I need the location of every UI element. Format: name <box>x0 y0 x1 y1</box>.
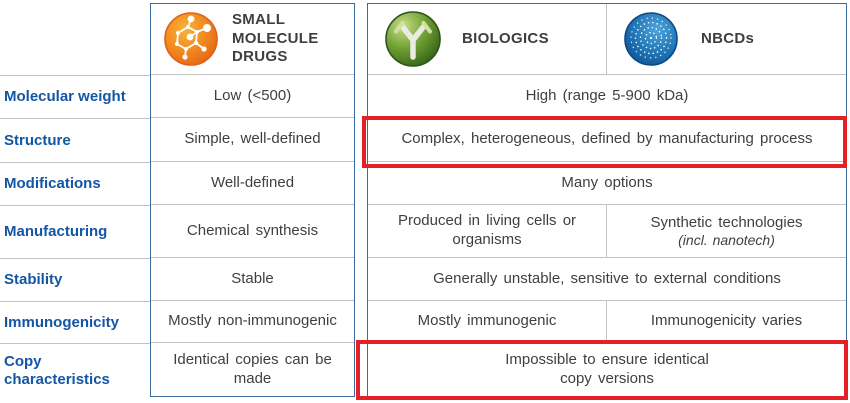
row-manufacturing-split: Produced in living cells or organisms Sy… <box>368 204 846 257</box>
row-label-immunogenicity: Immunogenicity <box>0 301 150 343</box>
row-label-modifications: Modifications <box>0 162 150 205</box>
cell-stability-small: Stable <box>151 257 354 300</box>
cell-modifications-small: Well-defined <box>151 161 354 204</box>
cell-modifications-span: Many options <box>368 161 846 204</box>
row-label-text: Copy characteristics <box>4 352 110 388</box>
antibody-icon <box>385 11 441 67</box>
highlight-box-structure <box>362 116 847 168</box>
cell-manufacturing-small: Chemical synthesis <box>151 204 354 257</box>
cell-text: Simple, well-defined <box>184 130 321 148</box>
cell-molecular-weight-span: High (range 5-900 kDa) <box>368 74 846 117</box>
cell-text: Complex, heterogeneous, defined by manuf… <box>401 130 813 148</box>
biologics-nbcds-column: BIOLOGICS <box>367 3 847 397</box>
small-molecule-header: SMALL MOLECULE DRUGS <box>151 4 354 74</box>
highlight-box-copy-characteristics <box>356 340 848 400</box>
cell-text: Immunogenicity varies <box>650 312 803 330</box>
row-immunogenicity-split: Mostly immunogenic Immunogenicity varies <box>368 300 846 342</box>
row-label-text: Immunogenicity <box>4 313 120 331</box>
cell-copy-characteristics-small: Identical copies can be made <box>151 342 354 396</box>
cell-structure-small: Simple, well-defined <box>151 117 354 161</box>
nbcds-title: NBCDs <box>701 29 755 47</box>
cell-text: Chemical synthesis <box>186 221 319 239</box>
cell-manufacturing-biologics: Produced in living cells or organisms <box>368 205 607 257</box>
row-label-column: Molecular weight Structure Modifications… <box>0 3 150 397</box>
row-label-manufacturing: Manufacturing <box>0 205 150 258</box>
cell-text: Low (<500) <box>213 86 292 104</box>
biologics-title: BIOLOGICS <box>462 29 549 47</box>
row-label-text: Stability <box>4 271 63 288</box>
small-molecule-title: SMALL MOLECULE DRUGS <box>232 10 319 66</box>
cell-text: Many options <box>561 173 653 191</box>
cell-text: Mostly non-immunogenic <box>168 312 337 330</box>
row-label-molecular-weight: Molecular weight <box>0 75 150 118</box>
cell-text: Stable <box>231 269 274 287</box>
cell-manufacturing-nbcds: Synthetic technologies (incl. nanotech) <box>607 205 846 257</box>
biologics-header: BIOLOGICS <box>368 4 607 74</box>
row-label-copy-characteristics: Copy characteristics <box>0 343 150 397</box>
row-label-text: Modifications <box>4 175 101 192</box>
row-label-text: Manufacturing <box>4 223 108 240</box>
cell-text: Produced in living cells or organisms <box>397 212 577 248</box>
cell-immunogenicity-biologics: Mostly immunogenic <box>368 301 607 342</box>
cell-text: Mostly immunogenic <box>417 312 557 330</box>
cell-immunogenicity-nbcds: Immunogenicity varies <box>607 301 846 342</box>
cell-text: Generally unstable, sensitive to externa… <box>433 269 781 287</box>
small-molecule-column: SMALL MOLECULE DRUGS Low (<500) Simple, … <box>150 3 355 397</box>
cell-molecular-weight-small: Low (<500) <box>151 74 354 117</box>
cell-text: High (range 5-900 kDa) <box>525 86 689 104</box>
biologics-nbcds-header: BIOLOGICS <box>368 4 846 74</box>
row-label-stability: Stability <box>0 258 150 301</box>
cell-stability-span: Generally unstable, sensitive to externa… <box>368 257 846 300</box>
cell-text: Impossible to ensure identical copy vers… <box>505 350 709 387</box>
cell-note-italic: (incl. nanotech) <box>678 232 775 249</box>
cell-immunogenicity-small: Mostly non-immunogenic <box>151 300 354 342</box>
nbcds-header: NBCDs <box>607 4 846 74</box>
row-label-structure: Structure <box>0 118 150 162</box>
cell-text: Identical copies can be made <box>173 350 332 387</box>
row-label-text: Structure <box>4 131 71 149</box>
row-label-text: Molecular weight <box>4 88 126 105</box>
cell-text: Synthetic technologies <box>650 213 803 231</box>
dotted-nanoparticle-icon <box>624 12 678 66</box>
molecule-icon <box>164 12 218 66</box>
label-column-header-spacer <box>0 3 150 75</box>
cell-text: Well-defined <box>210 173 295 191</box>
